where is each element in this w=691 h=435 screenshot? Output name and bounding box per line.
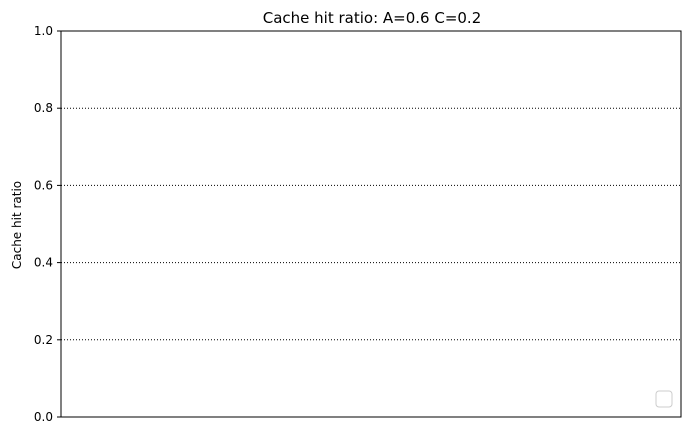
y-tick-label: 1.0 — [34, 24, 53, 38]
y-tick-label: 0.2 — [34, 333, 53, 347]
grid — [61, 107, 681, 341]
legend — [655, 390, 673, 408]
y-tick-label: 0.8 — [34, 101, 53, 115]
plot-area-frame — [60, 30, 682, 418]
y-axis-ticks: 0.0 0.2 0.4 0.6 0.8 1.0 — [34, 24, 61, 424]
y-tick-label: 0.0 — [34, 410, 53, 424]
y-tick-label: 0.4 — [34, 256, 53, 270]
y-tick-label: 0.6 — [34, 178, 53, 192]
chart-title: Cache hit ratio: A=0.6 C=0.2 — [263, 9, 482, 27]
y-axis-label: Cache hit ratio — [10, 181, 24, 269]
